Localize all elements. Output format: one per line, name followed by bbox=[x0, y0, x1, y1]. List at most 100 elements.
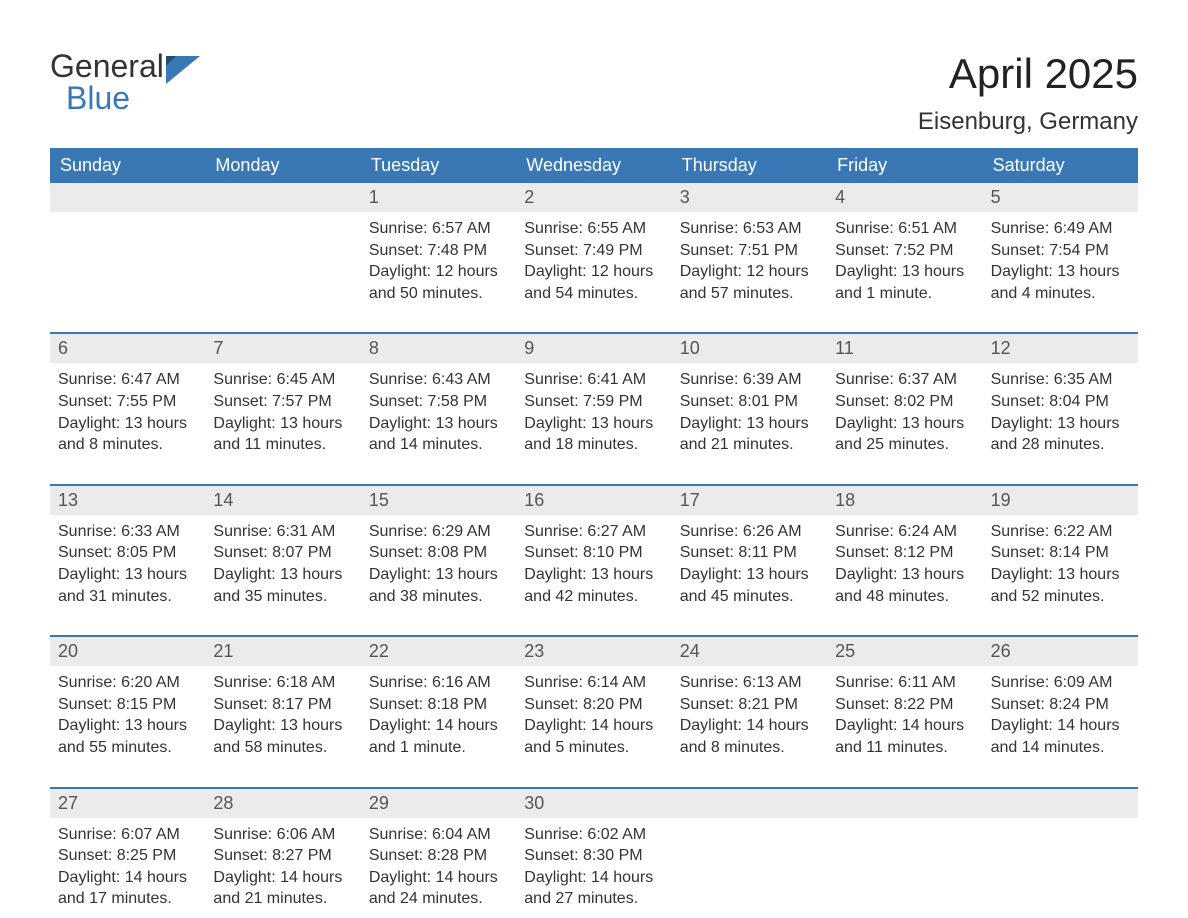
day-sunset: Sunset: 8:20 PM bbox=[524, 694, 663, 716]
day-daylight1: Daylight: 13 hours bbox=[680, 564, 819, 586]
day-sunset: Sunset: 7:52 PM bbox=[835, 240, 974, 262]
day-sunset: Sunset: 8:30 PM bbox=[524, 845, 663, 867]
day-number: 21 bbox=[205, 637, 360, 666]
logo-word-1: General bbox=[50, 50, 164, 82]
day-number: 27 bbox=[50, 789, 205, 818]
day-daylight1: Daylight: 13 hours bbox=[524, 413, 663, 435]
day-sunset: Sunset: 7:49 PM bbox=[524, 240, 663, 262]
day-sunset: Sunset: 8:18 PM bbox=[369, 694, 508, 716]
day-number: 14 bbox=[205, 486, 360, 515]
day-cell: Sunrise: 6:45 AMSunset: 7:57 PMDaylight:… bbox=[205, 363, 360, 455]
day-sunset: Sunset: 8:15 PM bbox=[58, 694, 197, 716]
day-info: Sunrise: 6:29 AMSunset: 8:08 PMDaylight:… bbox=[369, 521, 508, 607]
month-title: April 2025 bbox=[918, 50, 1138, 98]
day-daylight2: and 17 minutes. bbox=[58, 888, 197, 910]
logo-word-2: Blue bbox=[66, 82, 164, 114]
day-daylight1: Daylight: 13 hours bbox=[213, 413, 352, 435]
day-number: 17 bbox=[672, 486, 827, 515]
day-number: 5 bbox=[983, 183, 1138, 212]
day-info: Sunrise: 6:55 AMSunset: 7:49 PMDaylight:… bbox=[524, 218, 663, 304]
day-cell: Sunrise: 6:20 AMSunset: 8:15 PMDaylight:… bbox=[50, 666, 205, 758]
day-daylight1: Daylight: 14 hours bbox=[524, 715, 663, 737]
day-daylight2: and 27 minutes. bbox=[524, 888, 663, 910]
day-daylight2: and 24 minutes. bbox=[369, 888, 508, 910]
day-info: Sunrise: 6:47 AMSunset: 7:55 PMDaylight:… bbox=[58, 369, 197, 455]
day-daylight2: and 8 minutes. bbox=[58, 434, 197, 456]
day-sunrise: Sunrise: 6:11 AM bbox=[835, 672, 974, 694]
day-info: Sunrise: 6:41 AMSunset: 7:59 PMDaylight:… bbox=[524, 369, 663, 455]
day-cell: Sunrise: 6:29 AMSunset: 8:08 PMDaylight:… bbox=[361, 515, 516, 607]
day-number: 8 bbox=[361, 334, 516, 363]
day-info: Sunrise: 6:37 AMSunset: 8:02 PMDaylight:… bbox=[835, 369, 974, 455]
day-daylight1: Daylight: 13 hours bbox=[991, 564, 1130, 586]
day-cell bbox=[672, 818, 827, 910]
day-info: Sunrise: 6:33 AMSunset: 8:05 PMDaylight:… bbox=[58, 521, 197, 607]
day-daylight2: and 11 minutes. bbox=[835, 737, 974, 759]
day-sunset: Sunset: 8:07 PM bbox=[213, 542, 352, 564]
dow-cell: Sunday bbox=[50, 148, 205, 183]
day-sunset: Sunset: 7:59 PM bbox=[524, 391, 663, 413]
day-info: Sunrise: 6:20 AMSunset: 8:15 PMDaylight:… bbox=[58, 672, 197, 758]
day-number bbox=[50, 183, 205, 212]
day-sunset: Sunset: 8:02 PM bbox=[835, 391, 974, 413]
day-number: 7 bbox=[205, 334, 360, 363]
day-number: 13 bbox=[50, 486, 205, 515]
day-daylight2: and 1 minute. bbox=[835, 283, 974, 305]
day-info: Sunrise: 6:51 AMSunset: 7:52 PMDaylight:… bbox=[835, 218, 974, 304]
day-sunrise: Sunrise: 6:22 AM bbox=[991, 521, 1130, 543]
day-daylight2: and 4 minutes. bbox=[991, 283, 1130, 305]
day-cell: Sunrise: 6:16 AMSunset: 8:18 PMDaylight:… bbox=[361, 666, 516, 758]
day-sunrise: Sunrise: 6:16 AM bbox=[369, 672, 508, 694]
day-sunrise: Sunrise: 6:51 AM bbox=[835, 218, 974, 240]
day-cell bbox=[50, 212, 205, 304]
day-number: 19 bbox=[983, 486, 1138, 515]
day-sunset: Sunset: 8:10 PM bbox=[524, 542, 663, 564]
day-sunset: Sunset: 8:25 PM bbox=[58, 845, 197, 867]
day-daylight2: and 55 minutes. bbox=[58, 737, 197, 759]
day-info: Sunrise: 6:13 AMSunset: 8:21 PMDaylight:… bbox=[680, 672, 819, 758]
day-daylight1: Daylight: 13 hours bbox=[680, 413, 819, 435]
dow-cell: Friday bbox=[827, 148, 982, 183]
day-sunrise: Sunrise: 6:31 AM bbox=[213, 521, 352, 543]
day-sunset: Sunset: 7:54 PM bbox=[991, 240, 1130, 262]
day-daylight1: Daylight: 14 hours bbox=[213, 867, 352, 889]
day-sunset: Sunset: 7:58 PM bbox=[369, 391, 508, 413]
day-sunrise: Sunrise: 6:47 AM bbox=[58, 369, 197, 391]
location: Eisenburg, Germany bbox=[918, 108, 1138, 136]
day-info: Sunrise: 6:53 AMSunset: 7:51 PMDaylight:… bbox=[680, 218, 819, 304]
day-daylight1: Daylight: 14 hours bbox=[991, 715, 1130, 737]
day-daylight1: Daylight: 13 hours bbox=[213, 564, 352, 586]
day-sunrise: Sunrise: 6:33 AM bbox=[58, 521, 197, 543]
day-number: 4 bbox=[827, 183, 982, 212]
day-cell: Sunrise: 6:14 AMSunset: 8:20 PMDaylight:… bbox=[516, 666, 671, 758]
day-daylight1: Daylight: 13 hours bbox=[835, 564, 974, 586]
day-number bbox=[672, 789, 827, 818]
day-sunrise: Sunrise: 6:45 AM bbox=[213, 369, 352, 391]
day-info: Sunrise: 6:16 AMSunset: 8:18 PMDaylight:… bbox=[369, 672, 508, 758]
day-sunset: Sunset: 8:05 PM bbox=[58, 542, 197, 564]
day-sunrise: Sunrise: 6:04 AM bbox=[369, 824, 508, 846]
day-sunrise: Sunrise: 6:09 AM bbox=[991, 672, 1130, 694]
dow-cell: Tuesday bbox=[361, 148, 516, 183]
day-number: 6 bbox=[50, 334, 205, 363]
day-sunrise: Sunrise: 6:07 AM bbox=[58, 824, 197, 846]
day-daylight2: and 18 minutes. bbox=[524, 434, 663, 456]
day-sunrise: Sunrise: 6:39 AM bbox=[680, 369, 819, 391]
day-info: Sunrise: 6:22 AMSunset: 8:14 PMDaylight:… bbox=[991, 521, 1130, 607]
day-daylight1: Daylight: 14 hours bbox=[369, 715, 508, 737]
day-number: 20 bbox=[50, 637, 205, 666]
day-cell: Sunrise: 6:53 AMSunset: 7:51 PMDaylight:… bbox=[672, 212, 827, 304]
day-daylight1: Daylight: 12 hours bbox=[680, 261, 819, 283]
day-sunset: Sunset: 8:28 PM bbox=[369, 845, 508, 867]
day-cell: Sunrise: 6:37 AMSunset: 8:02 PMDaylight:… bbox=[827, 363, 982, 455]
day-daylight1: Daylight: 14 hours bbox=[680, 715, 819, 737]
day-cell: Sunrise: 6:31 AMSunset: 8:07 PMDaylight:… bbox=[205, 515, 360, 607]
day-sunrise: Sunrise: 6:43 AM bbox=[369, 369, 508, 391]
day-daylight2: and 58 minutes. bbox=[213, 737, 352, 759]
day-sunset: Sunset: 8:08 PM bbox=[369, 542, 508, 564]
day-number bbox=[205, 183, 360, 212]
day-sunset: Sunset: 7:55 PM bbox=[58, 391, 197, 413]
day-sunset: Sunset: 8:04 PM bbox=[991, 391, 1130, 413]
day-sunset: Sunset: 8:17 PM bbox=[213, 694, 352, 716]
day-daylight2: and 28 minutes. bbox=[991, 434, 1130, 456]
